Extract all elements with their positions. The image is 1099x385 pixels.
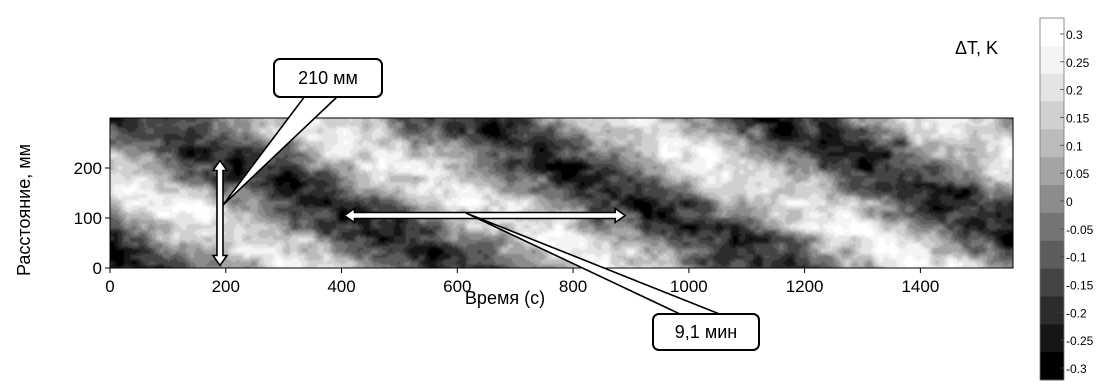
x-tick-label: 600	[443, 277, 471, 296]
colorbar: 0.3 0.25 0.2 0.15 0.1 0.05 0 -0.05 -0.1 -0.15 -0.2…	[1039, 17, 1094, 381]
colorbar-swatch	[1040, 352, 1064, 381]
colorbar-swatch	[1040, 185, 1064, 214]
colorbar-level-label: 0.2	[1066, 84, 1083, 98]
vertical-double-arrow	[211, 159, 229, 267]
plot-area	[109, 117, 1014, 269]
colorbar-swatch	[1040, 296, 1064, 325]
annotation-210mm-label: 210 мм	[273, 58, 383, 98]
colorbar-level-label: -0.3	[1066, 362, 1087, 376]
heatmap-field	[110, 118, 1013, 268]
colorbar-swatch	[1040, 73, 1064, 103]
annotation-9-1min-label: 9,1 мин	[652, 313, 760, 351]
colorbar-level-label: 0.3	[1066, 28, 1083, 42]
plot-frame	[109, 117, 1014, 269]
colorbar-level-label: 0.05	[1066, 167, 1090, 181]
x-tick-label: 1200	[786, 277, 824, 296]
x-tick-label: 1000	[670, 277, 708, 296]
colorbar-level-label: 0.25	[1066, 56, 1090, 70]
x-tick-label: 200	[212, 277, 240, 296]
colorbar-level-label: -0.1	[1066, 251, 1087, 265]
colorbar-frame	[1039, 17, 1065, 381]
x-tick-label: 800	[559, 277, 587, 296]
x-axis: 0 200 400 600 800 1000 1200 1400	[105, 268, 939, 296]
x-tick-label: 0	[105, 277, 114, 296]
horizontal-double-arrow	[343, 206, 627, 225]
colorbar-swatch	[1040, 212, 1064, 242]
y-tick-label: 0	[93, 259, 102, 278]
colorbar-title: ΔT, K	[955, 38, 999, 58]
colorbar-level-label: 0	[1066, 195, 1073, 209]
colorbar-swatch	[1040, 157, 1064, 186]
x-tick-label: 1400	[901, 277, 939, 296]
colorbar-level-label: -0.25	[1066, 334, 1094, 348]
y-axis: 0 100 200	[74, 159, 110, 278]
colorbar-swatch	[1040, 101, 1064, 130]
colorbar-swatch	[1040, 268, 1064, 297]
colorbar-swatch	[1040, 129, 1064, 158]
x-axis-label: Время (с)	[465, 288, 545, 308]
colorbar-level-label: -0.2	[1066, 306, 1087, 320]
colorbar-level-label: 0.1	[1066, 139, 1083, 153]
colorbar-swatch	[1040, 18, 1064, 47]
colorbar-swatch	[1040, 45, 1064, 75]
x-tick-label: 400	[327, 277, 355, 296]
colorbar-level-label: 0.15	[1066, 111, 1090, 125]
colorbar-level-label: -0.15	[1066, 279, 1094, 293]
colorbar-level-label: -0.05	[1066, 223, 1094, 237]
colorbar-swatch	[1040, 324, 1064, 353]
y-axis-label: Расстояние, мм	[14, 144, 34, 276]
y-tick-label: 200	[74, 159, 102, 178]
y-tick-label: 100	[74, 209, 102, 228]
colorbar-swatch	[1040, 240, 1064, 270]
